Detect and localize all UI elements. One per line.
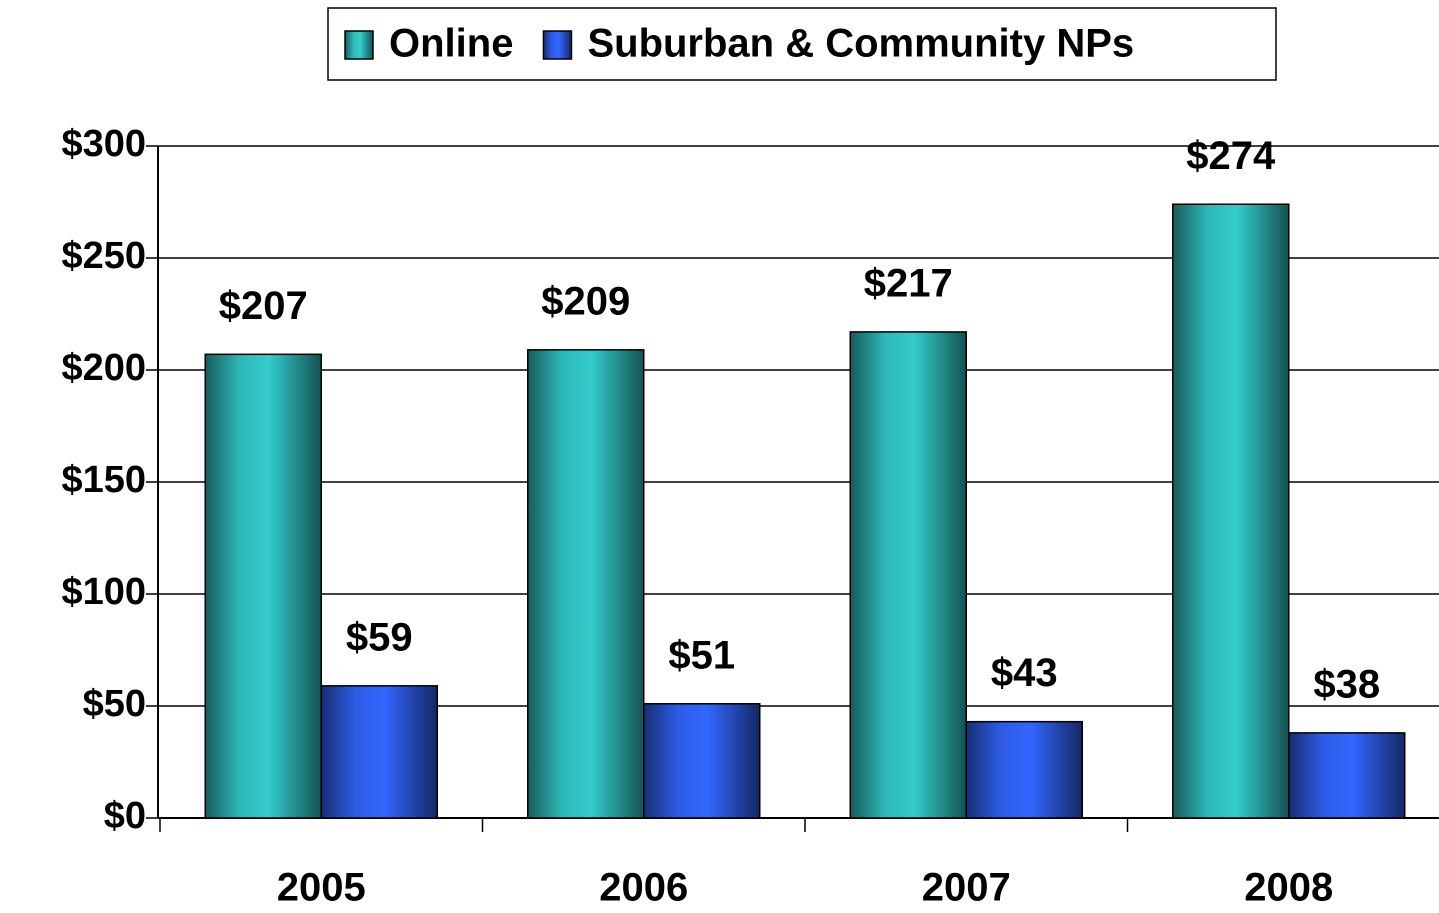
data-label: $43: [991, 651, 1058, 695]
legend-label: Suburban & Community NPs: [587, 22, 1134, 66]
y-tick-label: $100: [61, 571, 146, 613]
bar: [320, 685, 438, 819]
data-label: $209: [541, 279, 630, 323]
bar: [965, 720, 1083, 819]
bar: [1288, 732, 1406, 819]
legend-swatch: [542, 30, 573, 60]
y-tick-label: $150: [61, 459, 146, 501]
data-label: $59: [346, 615, 413, 659]
data-label: $217: [864, 261, 953, 305]
x-tick-label: 2008: [1244, 866, 1333, 910]
y-tick-label: $250: [61, 235, 146, 277]
y-tick-label: $300: [61, 123, 146, 165]
data-label: $51: [668, 633, 735, 677]
data-label: $38: [1313, 662, 1380, 706]
y-tick-label: $50: [83, 683, 146, 725]
bar: [1172, 203, 1290, 819]
y-tick-label: $200: [61, 347, 146, 389]
bar: [204, 353, 322, 819]
x-tick-label: 2006: [599, 866, 688, 910]
x-tick-label: 2007: [922, 866, 1011, 910]
y-tick-label: $0: [104, 795, 146, 837]
legend-swatch: [344, 30, 374, 60]
legend-label: Online: [389, 22, 513, 66]
data-label: $274: [1186, 134, 1276, 178]
data-label: $207: [219, 284, 308, 328]
legend-box: [327, 7, 1277, 81]
x-tick-label: 2005: [277, 866, 366, 910]
bar: [849, 331, 967, 819]
bar: [643, 703, 761, 819]
bar: [527, 349, 645, 819]
